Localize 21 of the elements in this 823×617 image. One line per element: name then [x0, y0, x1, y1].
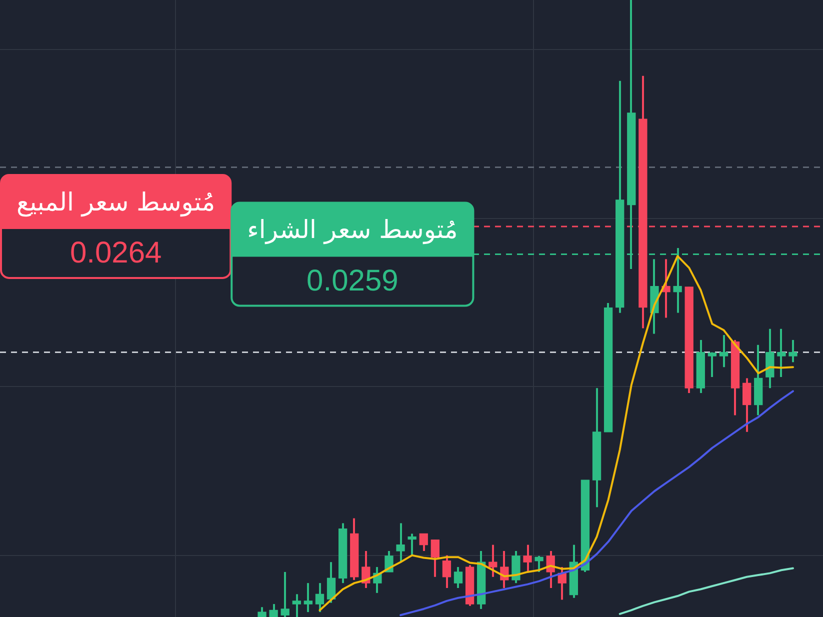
candlestick: [708, 351, 717, 378]
candlestick: [408, 532, 416, 556]
candlestick: [396, 522, 405, 564]
candlestick: [304, 582, 313, 614]
candlestick: [280, 570, 290, 617]
candlestick: [326, 561, 336, 604]
candlestick: [719, 334, 728, 368]
candlestick: [488, 544, 498, 578]
candlestick: [523, 544, 532, 573]
candlestick: [777, 328, 786, 378]
candlestick: [315, 582, 324, 614]
candlestick: [292, 593, 301, 617]
candlestick: [419, 532, 428, 552]
candlestick: [269, 603, 278, 617]
candlestick: [788, 338, 798, 364]
candlestick: [430, 538, 440, 578]
candlestick: [258, 606, 266, 617]
candlestick: [454, 566, 463, 589]
candlestick: [442, 554, 452, 589]
candlestick: [534, 554, 544, 573]
candlestick: [742, 377, 752, 433]
